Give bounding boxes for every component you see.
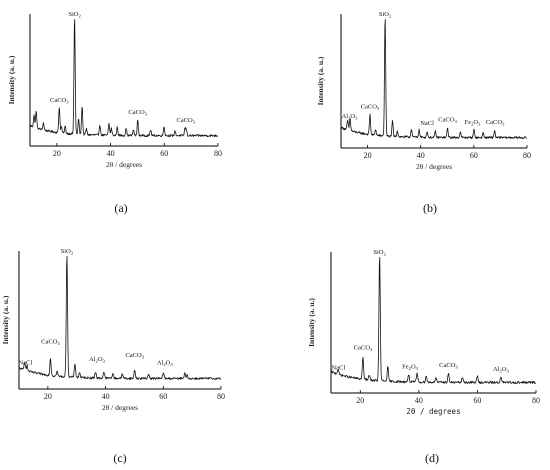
peak-annotation: Al2O3 <box>342 113 359 121</box>
panel-label: (d) <box>425 451 439 465</box>
x-tick-label: 20 <box>364 151 372 160</box>
xrd-pattern-line <box>18 256 221 381</box>
peak-annotation: CaCO3 <box>354 344 373 352</box>
x-tick-label: 40 <box>102 392 110 401</box>
peak-annotation: Fe2O3 <box>465 119 482 127</box>
peak-annotation: SiO2 <box>373 249 386 257</box>
peak-annotation: CaCO3 <box>41 339 60 347</box>
x-tick-label: 40 <box>415 396 423 405</box>
x-axis-label: 2θ / degrees <box>406 407 460 416</box>
y-axis-label: Intensity (a. u.) <box>7 55 16 104</box>
y-axis-label: Intensity (a. u.) <box>307 298 316 347</box>
x-tick-label: 60 <box>160 149 168 158</box>
peak-annotation: CaCO3 <box>438 117 457 125</box>
peak-annotation: Al2O3 <box>157 360 174 368</box>
y-axis-label: Intensity (a. u.) <box>1 295 10 344</box>
peak-annotation: CaCO3 <box>486 119 505 127</box>
peak-annotation: SiO2 <box>68 11 81 19</box>
x-tick-label: 40 <box>107 149 115 158</box>
y-axis-label: Intensity (a. u.) <box>316 56 325 105</box>
peak-annotation: CaCO3 <box>125 352 144 360</box>
peak-annotation: CaCO3 <box>128 109 147 117</box>
x-tick-label: 80 <box>214 149 222 158</box>
xrd-pattern-line <box>330 257 536 384</box>
peak-annotation: Al2O3 <box>89 356 106 364</box>
panel-label: (b) <box>423 201 437 215</box>
xrd-panel-c: 20 40 60 80 2θ / degrees Intensity (a. u.) SiO… <box>1 248 225 465</box>
xrd-pattern-line <box>340 19 527 140</box>
peak-annotation: CaCO3 <box>361 103 380 111</box>
peak-annotation: CaCO3 <box>176 117 195 125</box>
panel-label: (a) <box>114 201 127 215</box>
x-axis-label: 2θ / degrees <box>106 160 142 169</box>
xrd-panel-a: 20 40 60 80 2θ / degrees Intensity (a. u.) SiO… <box>7 11 222 215</box>
peak-annotation: NaCl <box>420 120 434 127</box>
x-tick-label: 60 <box>470 151 478 160</box>
peak-annotation: NaCl <box>331 365 345 372</box>
peak-annotation: CaCO3 <box>439 362 458 370</box>
peak-annotation: Al2O3 <box>493 366 510 374</box>
xrd-pattern-line <box>29 19 218 138</box>
x-tick-label: 20 <box>53 149 61 158</box>
peak-annotation: CaCO3 <box>50 97 69 105</box>
peak-annotation: Fe2O3 <box>402 363 419 371</box>
x-tick-label: 60 <box>473 396 481 405</box>
peak-annotation: SiO2 <box>379 11 392 19</box>
x-tick-label: 40 <box>417 151 425 160</box>
peak-annotation: NaCl <box>18 360 32 367</box>
x-axis-label: 2θ / degrees <box>416 162 452 171</box>
x-tick-label: 60 <box>159 392 167 401</box>
x-tick-label: 20 <box>356 396 364 405</box>
xrd-panel-d: 20 40 60 80 2θ / degrees Intensity (a. u.) SiO… <box>307 249 540 465</box>
x-tick-label: 20 <box>44 392 52 401</box>
xrd-panel-b: 20 40 60 80 2θ / degrees Intensity (a. u.) SiO… <box>316 11 531 215</box>
x-tick-label: 80 <box>217 392 225 401</box>
peak-annotation: SiO2 <box>61 248 74 256</box>
panel-label: (c) <box>113 451 126 465</box>
x-tick-label: 80 <box>523 151 531 160</box>
x-tick-label: 80 <box>532 396 540 405</box>
x-axis-label: 2θ / degrees <box>102 403 138 412</box>
